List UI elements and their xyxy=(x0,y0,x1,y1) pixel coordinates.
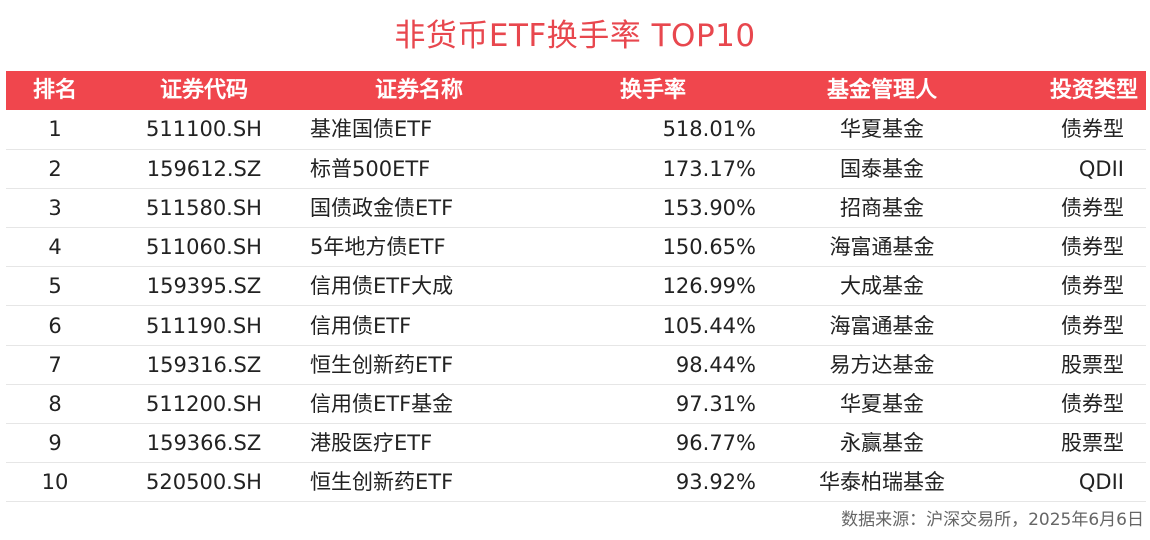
cell-rank: 6 xyxy=(48,313,62,338)
table-row: 2 159612.SZ 标普500ETF 173.17% 国泰基金 QDII xyxy=(6,149,1146,189)
cell-manager: 国泰基金 xyxy=(840,156,924,181)
cell-name: 国债政金债ETF xyxy=(310,195,454,220)
cell-name: 信用债ETF xyxy=(310,313,412,338)
table-row: 10 520500.SH 恒生创新药ETF 93.92% 华泰柏瑞基金 QDII xyxy=(6,463,1146,502)
cell-code: 511200.SH xyxy=(146,391,262,416)
table-row: 7 159316.SZ 恒生创新药ETF 98.44% 易方达基金 股票型 xyxy=(6,345,1146,385)
cell-rank: 5 xyxy=(48,274,62,299)
cell-rank: 3 xyxy=(48,195,62,220)
cell-code: 159316.SZ xyxy=(146,352,262,377)
cell-code: 159612.SZ xyxy=(146,156,262,181)
cell-turnover: 93.92% xyxy=(675,470,756,495)
header-rank: 排名 xyxy=(32,78,77,103)
cell-name: 标普500ETF xyxy=(310,156,431,181)
cell-code: 159395.SZ xyxy=(146,274,262,299)
cell-manager: 招商基金 xyxy=(840,195,924,220)
cell-type: 债券型 xyxy=(1061,274,1124,299)
cell-turnover: 150.65% xyxy=(662,235,756,260)
cell-name: 恒生创新药ETF xyxy=(310,470,454,495)
cell-turnover: 105.44% xyxy=(662,313,756,338)
page-title: 非货币ETF换手率 TOP10 xyxy=(394,18,756,54)
cell-type: QDII xyxy=(1078,156,1124,181)
cell-turnover: 173.17% xyxy=(662,156,756,181)
cell-turnover: 98.44% xyxy=(675,352,756,377)
cell-type: QDII xyxy=(1078,470,1124,495)
cell-name: 信用债ETF基金 xyxy=(310,391,454,416)
cell-rank: 1 xyxy=(48,117,62,142)
cell-manager: 华泰柏瑞基金 xyxy=(819,470,945,495)
cell-type: 股票型 xyxy=(1061,431,1124,456)
cell-manager: 海富通基金 xyxy=(829,313,935,338)
cell-rank: 8 xyxy=(48,391,62,416)
table-body: 1 511100.SH 基准国债ETF 518.01% 华夏基金 债券型 2 159612.S… xyxy=(6,110,1146,502)
cell-type: 债券型 xyxy=(1061,117,1124,142)
cell-turnover: 153.90% xyxy=(662,195,756,220)
cell-manager: 易方达基金 xyxy=(829,352,935,377)
cell-type: 债券型 xyxy=(1061,313,1124,338)
turnover-table: 排名 证券代码 证券名称 换手率 基金管理人 投资类型 1 511100.SH 基准… xyxy=(6,71,1146,502)
cell-code: 511100.SH xyxy=(146,117,262,142)
cell-manager: 华夏基金 xyxy=(840,391,924,416)
cell-type: 债券型 xyxy=(1061,391,1124,416)
header-code: 证券代码 xyxy=(159,78,248,103)
table-row: 3 511580.SH 国债政金债ETF 153.90% 招商基金 债券型 xyxy=(6,188,1146,228)
header-row: 排名 证券代码 证券名称 换手率 基金管理人 投资类型 xyxy=(6,71,1146,110)
table-row: 4 511060.SH 5年地方债ETF 150.65% 海富通基金 债券型 xyxy=(6,228,1146,267)
cell-turnover: 126.99% xyxy=(662,274,756,299)
data-source-note: 数据来源：沪深交易所，2025年6月6日 xyxy=(841,510,1144,530)
cell-code: 159366.SZ xyxy=(146,431,262,456)
cell-code: 511580.SH xyxy=(146,195,262,220)
header-manager: 基金管理人 xyxy=(826,78,937,103)
cell-code: 511060.SH xyxy=(146,235,262,260)
cell-manager: 大成基金 xyxy=(840,274,924,299)
cell-type: 债券型 xyxy=(1061,195,1124,220)
cell-rank: 7 xyxy=(48,352,62,377)
table-row: 9 159366.SZ 港股医疗ETF 96.77% 永赢基金 股票型 xyxy=(6,424,1146,463)
cell-name: 信用债ETF大成 xyxy=(310,274,454,299)
cell-turnover: 518.01% xyxy=(662,117,756,142)
cell-code: 520500.SH xyxy=(146,470,262,495)
table-row: 8 511200.SH 信用债ETF基金 97.31% 华夏基金 债券型 xyxy=(6,384,1146,424)
cell-manager: 海富通基金 xyxy=(829,235,935,260)
table-row: 1 511100.SH 基准国债ETF 518.01% 华夏基金 债券型 xyxy=(6,110,1146,150)
cell-rank: 9 xyxy=(48,431,62,456)
cell-name: 5年地方债ETF xyxy=(310,235,446,260)
header-name: 证券名称 xyxy=(374,78,463,103)
cell-rank: 10 xyxy=(41,470,69,495)
cell-rank: 4 xyxy=(48,235,62,260)
cell-code: 511190.SH xyxy=(146,313,262,338)
cell-name: 基准国债ETF xyxy=(310,117,433,142)
cell-type: 债券型 xyxy=(1061,235,1124,260)
cell-name: 港股医疗ETF xyxy=(310,431,433,456)
cell-manager: 华夏基金 xyxy=(840,117,924,142)
cell-type: 股票型 xyxy=(1061,352,1124,377)
header-type: 投资类型 xyxy=(1049,78,1138,103)
cell-turnover: 97.31% xyxy=(675,391,756,416)
table-row: 5 159395.SZ 信用债ETF大成 126.99% 大成基金 债券型 xyxy=(6,267,1146,306)
cell-name: 恒生创新药ETF xyxy=(310,352,454,377)
header-turnover: 换手率 xyxy=(619,78,686,103)
cell-turnover: 96.77% xyxy=(675,431,756,456)
table-row: 6 511190.SH 信用债ETF 105.44% 海富通基金 债券型 xyxy=(6,306,1146,346)
cell-manager: 永赢基金 xyxy=(840,431,924,456)
table-header: 排名 证券代码 证券名称 换手率 基金管理人 投资类型 xyxy=(6,71,1146,110)
cell-rank: 2 xyxy=(48,156,62,181)
